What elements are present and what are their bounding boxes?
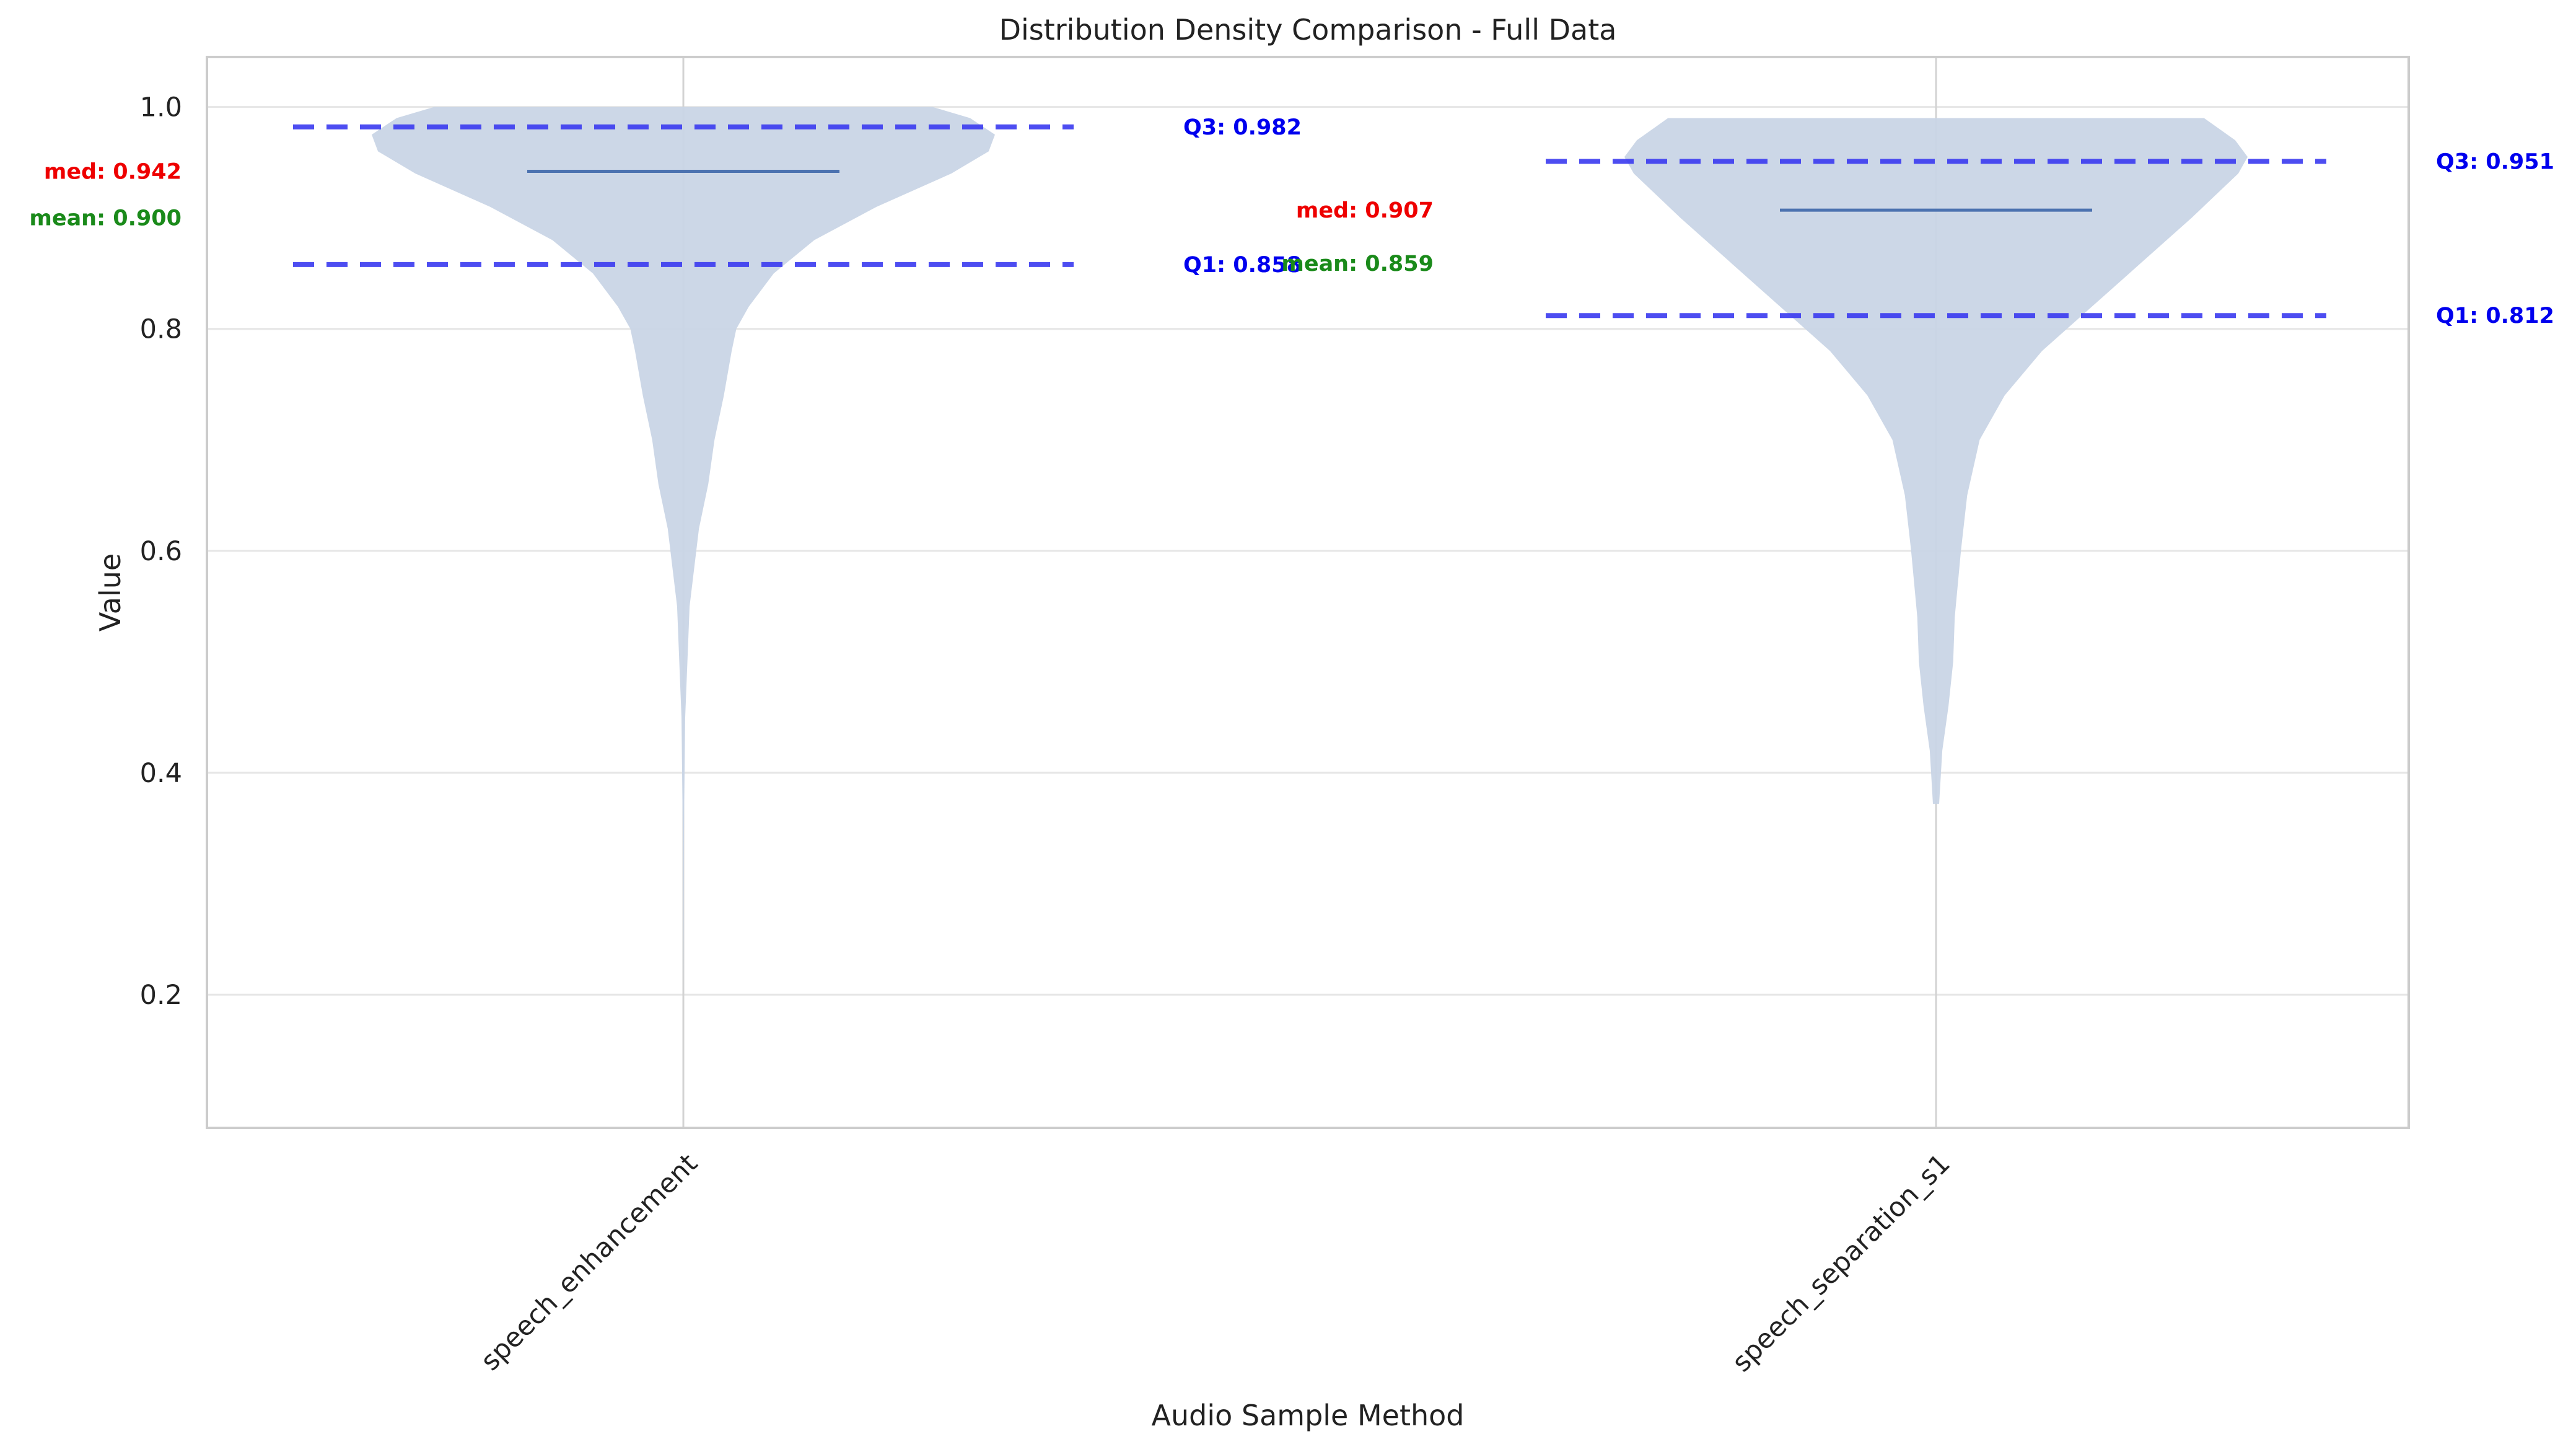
y-axis-label: Value [94, 553, 127, 631]
lines-layer [293, 124, 2326, 319]
median-label: med: 0.907 [1296, 198, 1434, 223]
chart-title: Distribution Density Comparison - Full D… [999, 13, 1617, 46]
plot-frame [206, 56, 2410, 1129]
q1-label: Q1: 0.858 [1183, 253, 1302, 278]
mean-label: mean: 0.859 [1281, 252, 1434, 276]
y-tick-label: 0.8 [140, 314, 182, 345]
median-label: med: 0.942 [44, 159, 182, 184]
y-tick-label: 0.4 [140, 758, 182, 789]
y-tick-label: 0.2 [140, 980, 182, 1011]
labels-layer: Q3: 0.982 Q1: 0.858 med: 0.942 mean: 0.900 Q… [29, 115, 2554, 328]
violin-layer [372, 107, 2248, 1081]
q3-label: Q3: 0.951 [2436, 149, 2554, 174]
violin-body [1624, 118, 2248, 804]
violin-body [372, 107, 995, 1081]
mean-label: mean: 0.900 [29, 206, 182, 231]
x-tick-label: speech_enhancement [475, 1148, 704, 1376]
ticks-layer: 0.2 0.4 0.6 0.8 1.0 speech_enhancement speech_… [140, 92, 1956, 1378]
y-tick-label: 1.0 [140, 92, 182, 123]
q1-label: Q1: 0.812 [2436, 304, 2554, 328]
q3-label: Q3: 0.982 [1183, 115, 1302, 140]
x-axis-label: Audio Sample Method [1152, 1399, 1465, 1432]
y-tick-label: 0.6 [140, 536, 182, 567]
x-tick-label: speech_separation_s1 [1726, 1148, 1956, 1378]
